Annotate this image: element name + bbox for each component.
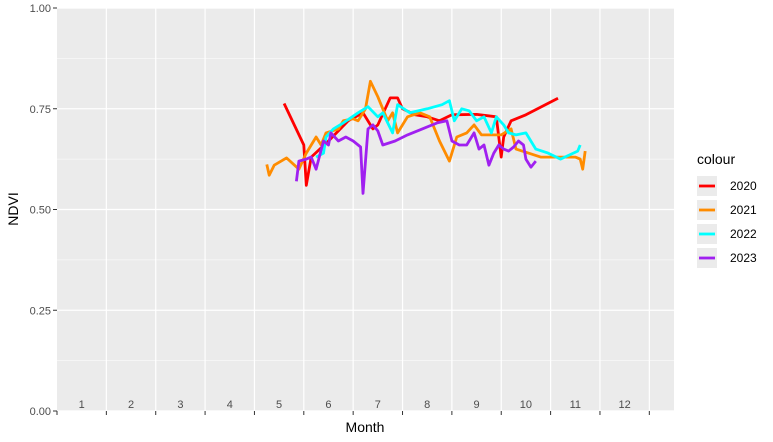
x-tick-label: 10 xyxy=(520,399,532,411)
y-axis-title: NDVI xyxy=(5,192,21,225)
legend-items: 2020 2021 2022 2023 xyxy=(697,176,757,268)
legend-label: 2023 xyxy=(730,251,757,265)
legend: colour 2020 2021 2022 2023 xyxy=(697,151,757,268)
x-tick-label: 9 xyxy=(473,399,479,411)
x-axis-title: Month xyxy=(346,419,385,435)
legend-item-2023: 2023 xyxy=(697,248,757,268)
legend-label: 2021 xyxy=(730,203,757,217)
x-tick-label: 1 xyxy=(79,399,85,411)
x-tick-label: 4 xyxy=(227,399,233,411)
major-grid xyxy=(57,7,674,412)
x-tick-label: 6 xyxy=(325,399,331,411)
legend-item-2022: 2022 xyxy=(697,224,757,244)
x-tick-label: 3 xyxy=(177,399,183,411)
x-tick-label: 8 xyxy=(424,399,430,411)
legend-item-2021: 2021 xyxy=(697,200,757,220)
x-tick-label: 11 xyxy=(570,399,581,411)
x-tick-label: 12 xyxy=(619,399,631,411)
y-tick-label: 0.00 xyxy=(30,406,51,418)
x-tick-label: 7 xyxy=(375,399,381,411)
legend-label: 2020 xyxy=(730,179,757,193)
legend-item-2020: 2020 xyxy=(697,176,757,196)
y-axis-ticks: 0.00 0.25 0.50 0.75 1.00 xyxy=(30,3,57,418)
y-tick-label: 0.25 xyxy=(30,305,51,317)
x-axis-ticks: 1 2 3 4 5 6 7 8 9 10 11 12 xyxy=(56,399,650,415)
y-tick-label: 0.50 xyxy=(30,205,51,217)
y-tick-label: 1.00 xyxy=(30,3,51,15)
legend-label: 2022 xyxy=(730,227,757,241)
series-lines xyxy=(265,79,587,195)
series-line-2021 xyxy=(265,79,587,177)
series-line-2022 xyxy=(315,99,582,161)
x-tick-label: 2 xyxy=(128,399,134,411)
y-tick-label: 0.75 xyxy=(30,104,51,116)
x-tick-label: 5 xyxy=(276,399,282,411)
legend-title: colour xyxy=(697,151,735,167)
series-line-2023 xyxy=(295,119,537,195)
